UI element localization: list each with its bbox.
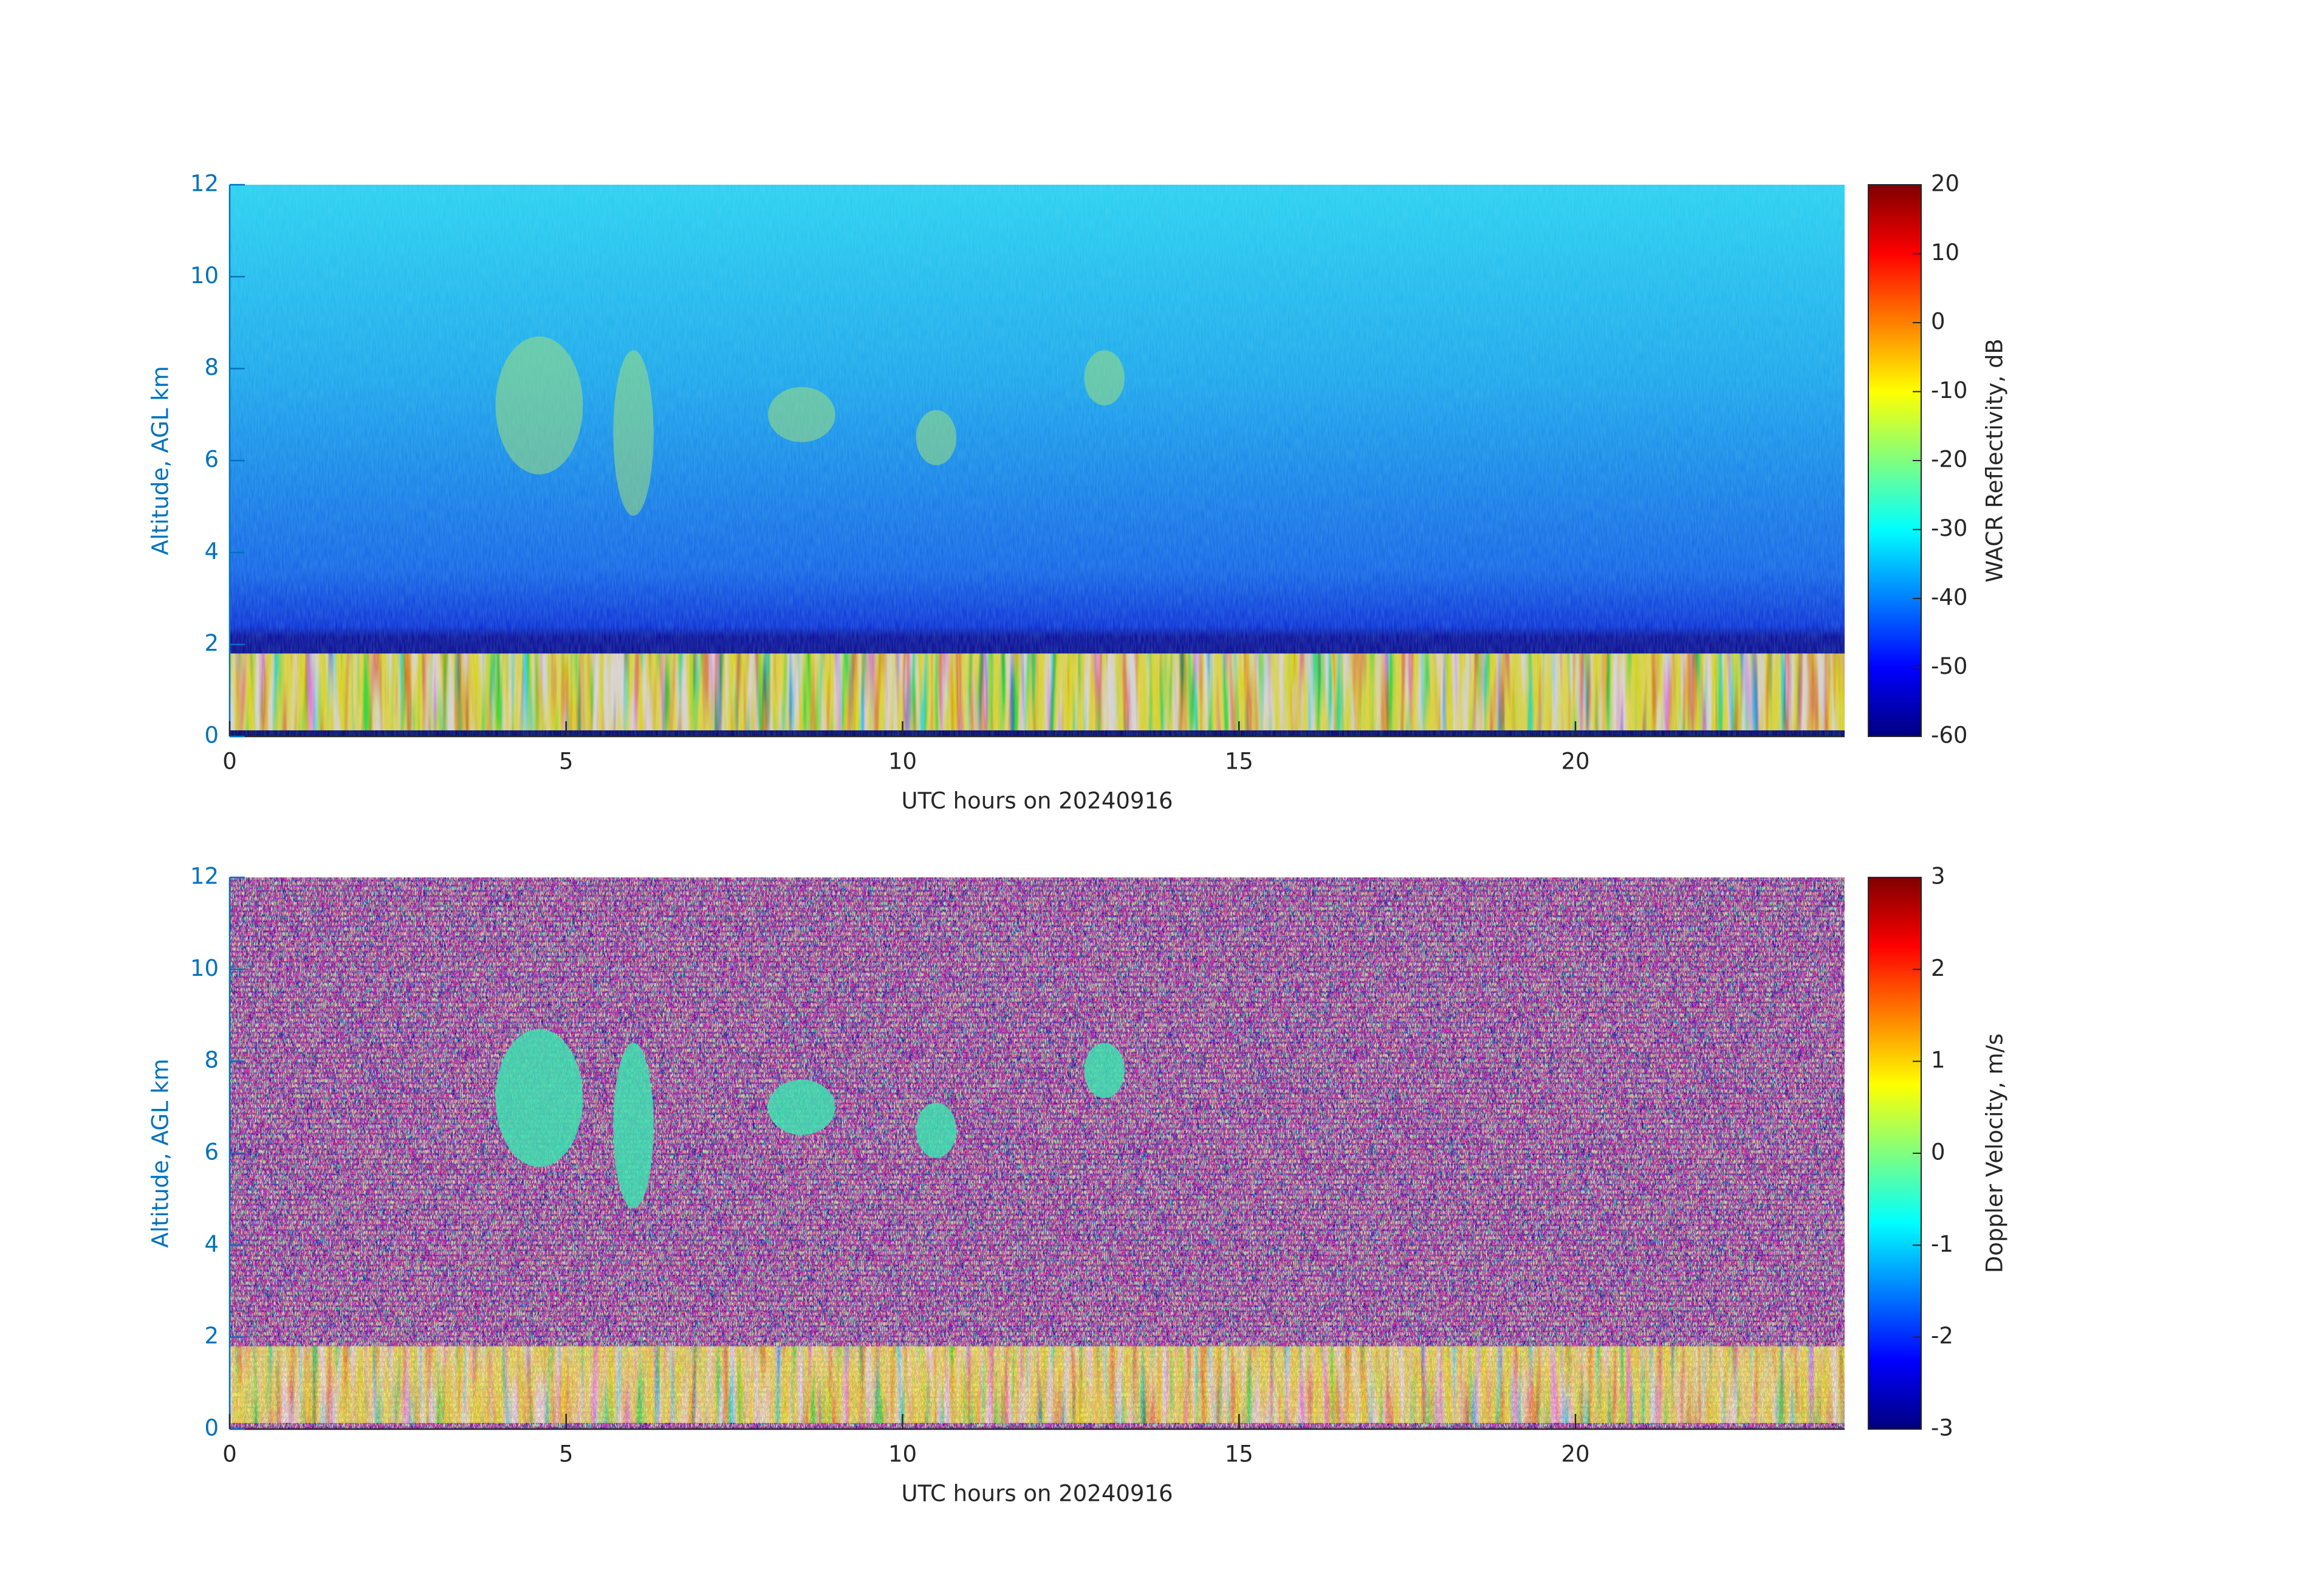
y-tick-label: 0 — [204, 1415, 219, 1441]
cloud-feature — [1084, 1043, 1125, 1099]
cloud-feature — [495, 1029, 583, 1167]
colorbar-tick-label: -30 — [1931, 515, 1967, 541]
field-noise — [230, 185, 1845, 736]
colorbar-tick-label: -20 — [1931, 447, 1967, 473]
colorbar-tick-label: 0 — [1931, 1139, 1945, 1165]
cloud-feature — [495, 336, 583, 475]
colorbar-tick-label: 20 — [1931, 171, 1959, 197]
x-tick-label: 15 — [1225, 1441, 1253, 1467]
y-tick-label: 4 — [204, 1231, 219, 1257]
y-axis-label: Altitude, AGL km — [148, 366, 174, 555]
x-tick-label: 10 — [888, 749, 917, 775]
cloud-feature — [768, 386, 835, 442]
x-tick-label: 20 — [1561, 749, 1589, 775]
y-tick-label: 4 — [204, 538, 219, 564]
x-tick-label: 5 — [559, 1441, 574, 1467]
y-tick-label: 6 — [204, 447, 219, 473]
y-tick-label: 10 — [190, 955, 219, 981]
colorbar — [1868, 877, 1922, 1430]
colorbar-tick-label: -10 — [1931, 377, 1967, 403]
colorbar-tick-label: -3 — [1931, 1415, 1953, 1441]
colorbar — [1868, 184, 1922, 737]
cloud-feature — [613, 1043, 654, 1209]
y-tick-label: 6 — [204, 1139, 219, 1165]
cloud-feature — [768, 1079, 835, 1135]
y-tick-label: 2 — [204, 1323, 219, 1349]
colorbar-label: Doppler Velocity, m/s — [1982, 1034, 2008, 1274]
y-tick-label: 12 — [190, 863, 219, 890]
cloud-feature — [613, 350, 654, 516]
colorbar-tick-label: -2 — [1931, 1323, 1953, 1349]
cloud-feature — [916, 410, 957, 465]
x-axis-label: UTC hours on 20240916 — [901, 1481, 1173, 1507]
colorbar-label: WACR Reflectivity, dB — [1982, 338, 2008, 583]
colorbar-tick-label: -40 — [1931, 585, 1967, 611]
colorbar-tick-label: -1 — [1931, 1231, 1953, 1257]
x-tick-label: 10 — [888, 1441, 917, 1467]
colorbar-tick-label: 2 — [1931, 955, 1945, 981]
cloud-feature — [916, 1102, 957, 1158]
x-tick-label: 20 — [1561, 1441, 1589, 1467]
colorbar-tick-label: -60 — [1931, 722, 1967, 749]
y-tick-label: 10 — [190, 262, 219, 289]
y-tick-label: 8 — [204, 1047, 219, 1073]
y-tick-label: 8 — [204, 354, 219, 380]
colorbar-tick-label: 3 — [1931, 863, 1945, 890]
x-tick-label: 5 — [559, 749, 574, 775]
y-tick-label: 12 — [190, 171, 219, 197]
y-tick-label: 2 — [204, 630, 219, 656]
colorbar-tick-label: 0 — [1931, 309, 1945, 335]
field-low-cloud — [230, 653, 1845, 730]
x-tick-label: 15 — [1225, 749, 1253, 775]
panel: 0 5 10 15 20 0 2 4 6 8 10 12 UTC hours on 20240916 Al… — [148, 171, 2008, 814]
y-tick-label: 0 — [204, 722, 219, 749]
field-low-cloud — [230, 1346, 1845, 1423]
x-tick-label: 0 — [222, 1441, 237, 1467]
colorbar-tick-label: 1 — [1931, 1047, 1945, 1073]
colorbar-tick-label: 10 — [1931, 239, 1959, 266]
cloud-feature — [1084, 350, 1125, 406]
colorbar-tick-label: -50 — [1931, 653, 1967, 679]
y-axis-label: Altitude, AGL km — [148, 1058, 174, 1247]
field-noise — [230, 877, 1845, 1429]
x-tick-label: 0 — [222, 749, 237, 775]
x-axis-label: UTC hours on 20240916 — [901, 788, 1173, 814]
